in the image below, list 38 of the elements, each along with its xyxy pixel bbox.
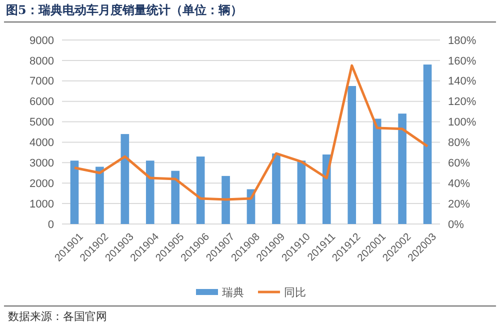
- y2-tick-label: 20%: [448, 198, 470, 210]
- bar: [297, 160, 306, 224]
- bar: [70, 160, 79, 224]
- bar: [423, 64, 432, 224]
- y2-tick-label: 180%: [448, 34, 476, 47]
- bar: [171, 170, 180, 224]
- y2-tick-label: 0%: [448, 218, 464, 231]
- y-tick-label: 1000: [30, 198, 54, 210]
- bar: [348, 86, 356, 224]
- bar: [96, 166, 104, 224]
- y2-tick-label: 160%: [448, 55, 476, 68]
- y2-tick-label: 140%: [448, 76, 476, 88]
- y-tick-label: 2000: [30, 178, 54, 190]
- y2-tick-label: 60%: [448, 158, 470, 170]
- y-tick-label: 4000: [30, 137, 54, 150]
- y2-tick-label: 100%: [448, 116, 476, 129]
- source-note: 数据来源：各国官网: [8, 310, 107, 323]
- bar: [272, 153, 280, 224]
- line-series: [73, 64, 429, 201]
- y-tick-label: 6000: [30, 96, 54, 108]
- y-tick-label: 3000: [30, 158, 54, 170]
- y2-tick-label: 40%: [448, 178, 470, 190]
- bar: [196, 156, 205, 224]
- y-tick-label: 9000: [30, 34, 54, 47]
- bar: [120, 134, 130, 224]
- legend-label: 同比: [284, 286, 306, 299]
- y-tick-label: 8000: [30, 55, 54, 68]
- legend-label: 瑞典: [222, 286, 244, 299]
- chart-title: 图5：瑞典电动车月度销量统计（单位：辆）: [6, 3, 242, 17]
- bar: [222, 176, 230, 224]
- bar: [372, 118, 382, 224]
- y2-tick-label: 80%: [448, 137, 470, 150]
- y2-tick-label: 120%: [448, 96, 476, 108]
- y-tick-label: 0: [48, 218, 54, 231]
- bar: [398, 114, 406, 224]
- y-tick-label: 5000: [30, 116, 54, 129]
- y-tick-label: 7000: [30, 76, 54, 88]
- bar: [146, 160, 154, 224]
